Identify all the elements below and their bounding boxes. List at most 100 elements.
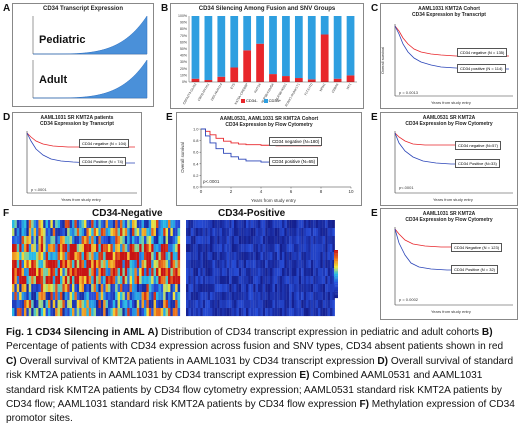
panel-e1-legend-neg: CD34 negative (N=180) — [269, 137, 323, 146]
panel-e1-xlabel: Years from study entry — [251, 198, 296, 203]
caption-b-label: B) — [481, 327, 493, 338]
panel-f-positive-label: CD34-Positive — [218, 208, 286, 219]
panel-b-legend: CD34- CD34+ — [241, 98, 281, 103]
panel-c-xlabel: Years from study entry — [431, 100, 471, 105]
bar-cd34-negative — [320, 34, 329, 82]
panel-d-frame: AAML1031 SR KMT2A patients CD34 Expressi… — [12, 112, 142, 206]
panel-a-pediatric-label: Pediatric — [39, 34, 86, 46]
panel-c-title-2: CD34 Expression by Transcript — [412, 12, 486, 18]
panel-b-category-label: NPM1 — [319, 82, 327, 92]
panel-b-category-label: CEBPA — [331, 82, 340, 94]
panel-b-frame: CD34 Silencing Among Fusion and SNV Grou… — [170, 3, 364, 109]
panel-e1-pvalue: p<.0001 — [203, 179, 220, 184]
bar-cd34-positive — [191, 16, 200, 79]
panel-b-chart: 0% 10% 20% 30% 40% 50% 60% 70% 80% 90% 100% CBFA2T3… — [178, 14, 357, 107]
panel-e2-letter: E — [371, 112, 378, 123]
panel-e2-title-1: AAML0531 SR KMT2A — [422, 115, 476, 121]
bar-cd34-negative — [217, 76, 226, 82]
panel-f-letter: F — [3, 208, 10, 219]
panel-e2-pvalue: p<.0001 — [399, 185, 414, 190]
panel-b-ytick: 0% — [182, 80, 187, 84]
bar-cd34-positive — [230, 16, 239, 68]
legend-label-present: CD34+ — [268, 98, 282, 103]
panel-b-ytick: 10% — [180, 73, 187, 77]
panel-f-negative-label: CD34-Negative — [92, 208, 163, 219]
panel-e1-xtick: 10 — [348, 189, 354, 194]
bar-cd34-negative — [307, 79, 316, 82]
panel-a-title: CD34 Transcript Expression — [42, 6, 124, 12]
panel-d-xlabel: Years from study entry — [61, 197, 101, 202]
panel-d-title: AAML1031 SR KMT2A patients — [40, 115, 114, 121]
panel-d-pvalue: p <.0001 — [31, 187, 47, 192]
caption-c-text: Overall survival of KMT2A patients in AA… — [16, 355, 378, 367]
panel-d-letter: D — [3, 112, 11, 123]
panel-e3-legend-pos: CD34 Positive (N = 32) — [451, 265, 499, 274]
panel-b-ytick: 20% — [180, 67, 187, 71]
bar-cd34-positive — [243, 16, 252, 51]
panel-c-frame: AAML1031 KMT2A Cohort CD34 Expression by… — [380, 3, 518, 109]
figure-caption: Fig. 1 CD34 Silencing in AML A) Distribu… — [6, 326, 516, 427]
panel-e3-letter: E — [371, 208, 378, 219]
panel-d-legend-neg: CD34 negative (N = 104) — [79, 139, 130, 148]
panel-b-ytick: 80% — [180, 27, 187, 31]
bar-cd34-positive — [346, 16, 355, 76]
bar-cd34-positive — [204, 16, 213, 81]
panel-d-legend-pos: CD34 Positive (N = 74) — [79, 157, 127, 166]
panel-e1-legend-pos: CD34 positive (N=65) — [269, 157, 319, 166]
panel-e3-title-1: AAML1031 SR KMT2A — [422, 211, 476, 217]
panel-b-category-label: ETS — [230, 83, 237, 90]
panel-e1-ytick: 0.8 — [193, 138, 199, 143]
panel-e1-title-2: CD34 Expression by Flow Cytometry — [225, 122, 313, 128]
caption-e-text: Combined AAML0531 and AAML1031 standard … — [6, 370, 502, 411]
legend-swatch-absent — [241, 98, 245, 103]
panel-c-legend-pos: CD34 positive (N = 114) — [457, 64, 506, 73]
bar-cd34-positive — [307, 16, 316, 80]
panel-b-letter: B — [161, 3, 169, 14]
caption-a-text: Distribution of CD34 transcript expressi… — [158, 327, 482, 338]
panel-e1-xtick: 2 — [230, 189, 233, 194]
panel-c-letter: C — [371, 3, 379, 14]
caption-d-label: D) — [377, 355, 389, 367]
panel-e3-pvalue: p = 0.0002 — [399, 297, 419, 302]
panel-e1-ytick: 1.0 — [193, 127, 199, 132]
caption-f-label: F) — [359, 399, 369, 411]
panel-a-letter: A — [3, 3, 11, 14]
panel-e3-km-plot — [394, 227, 513, 306]
panel-e1-xtick: 8 — [320, 189, 323, 194]
panel-c-legend-neg: CD34 negative (N = 135) — [457, 48, 508, 57]
panel-c-ylabel: Overall survival — [380, 46, 386, 75]
panel-b-ytick: 50% — [180, 47, 187, 51]
panel-e1-title-1: AAML0531, AAML1031 SR KMT2A Cohort — [219, 116, 319, 122]
panel-e2-legend-neg: CD34 negative (N=57) — [455, 141, 501, 150]
panel-b-ytick: 70% — [180, 34, 187, 38]
panel-c-pvalue: p = 0.0013 — [399, 90, 419, 95]
bar-cd34-negative — [269, 74, 277, 82]
panel-b-category-label: CBFA2T3-GLIS2 — [182, 82, 198, 105]
bar-cd34-negative — [333, 78, 342, 82]
panel-e1-frame: AAML0531, AAML1031 SR KMT2A Cohort CD34 … — [176, 112, 362, 206]
panel-e2-frame: AAML0531 SR KMT2A CD34 Expression by Flo… — [380, 112, 518, 206]
panel-e1-xtick: 6 — [290, 189, 293, 194]
panel-f-heatmap — [12, 220, 338, 317]
caption-c-label: C) — [6, 355, 17, 367]
legend-label-absent: CD34- — [246, 98, 258, 103]
bar-cd34-positive — [320, 16, 329, 35]
bar-cd34-positive — [269, 16, 277, 75]
bar-cd34-negative — [294, 78, 303, 82]
panel-b-ytick: 30% — [180, 60, 187, 64]
panel-a-pediatric-distribution — [33, 15, 148, 55]
panel-e1-ytick: 0.4 — [193, 161, 199, 166]
caption-e-label: E) — [299, 370, 310, 382]
caption-fig-label: Fig. 1 CD34 Silencing in AML — [6, 327, 145, 338]
bar-cd34-positive — [333, 16, 342, 79]
panel-e1-ytick: 0.0 — [193, 185, 199, 190]
panel-a-adult-label: Adult — [39, 74, 68, 86]
panel-b-category-label: FLT3-ITD — [303, 82, 314, 96]
panel-e1-xtick: 4 — [260, 189, 263, 194]
panel-e2-legend-pos: CD34 Positive (N=33) — [455, 159, 500, 168]
bar-cd34-negative — [230, 67, 239, 82]
caption-b-text: Percentage of patients with CD34 express… — [6, 341, 504, 353]
panel-b-ytick: 100% — [178, 14, 187, 18]
panel-b-category-label: CBFB-MYH11 — [197, 82, 211, 101]
panel-e1-ylabel: Overall survival — [179, 142, 185, 173]
